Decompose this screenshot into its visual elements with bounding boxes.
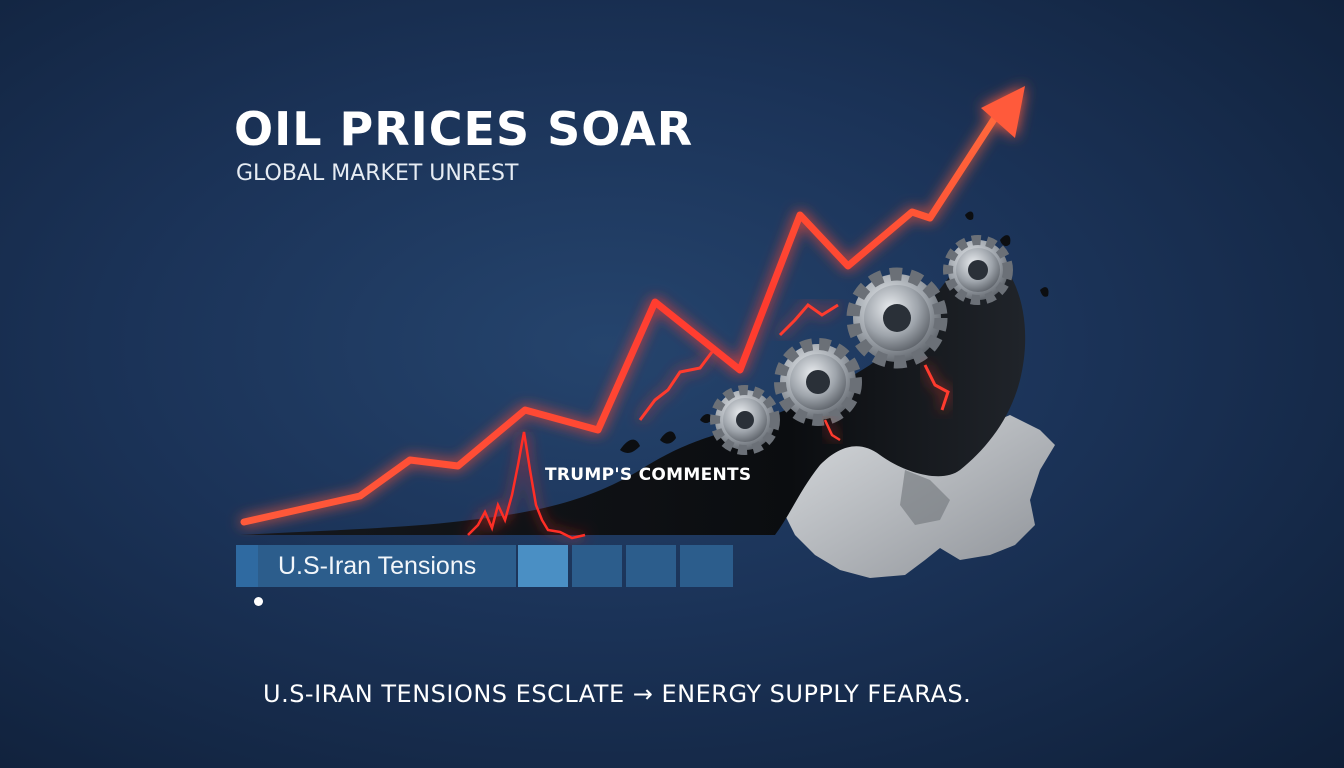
- bar-segment: [626, 545, 676, 587]
- gear-icon: [943, 235, 1013, 305]
- subheadline: GLOBAL MARKET UNREST: [236, 161, 519, 186]
- tension-bar-label: U.S-Iran Tensions: [258, 545, 516, 587]
- bar-segment: [236, 545, 258, 587]
- lightning-icon: [778, 302, 839, 337]
- lightning-icon: [823, 419, 841, 442]
- trend-arrow: [240, 86, 1025, 526]
- footer-caption: U.S-IRAN TENSIONS ESCLATE → ENERGY SUPPL…: [263, 680, 972, 708]
- spike-line: [467, 431, 586, 540]
- bar-segment: [680, 545, 733, 587]
- bar-segment: [572, 545, 622, 587]
- headline: OIL PRICES SOAR: [234, 102, 694, 156]
- lightning-icon: [923, 364, 950, 411]
- oil-drips: [620, 211, 1049, 453]
- annotation-label: TRUMP'S COMMENTS: [545, 465, 752, 485]
- gear-icon: [846, 267, 948, 369]
- map-detail: [900, 470, 950, 525]
- gear-icon: [774, 338, 862, 426]
- lightning-icon: [638, 351, 714, 421]
- indicator-dot: [254, 597, 263, 606]
- gear-icon: [710, 385, 780, 455]
- bar-segment: [518, 545, 568, 587]
